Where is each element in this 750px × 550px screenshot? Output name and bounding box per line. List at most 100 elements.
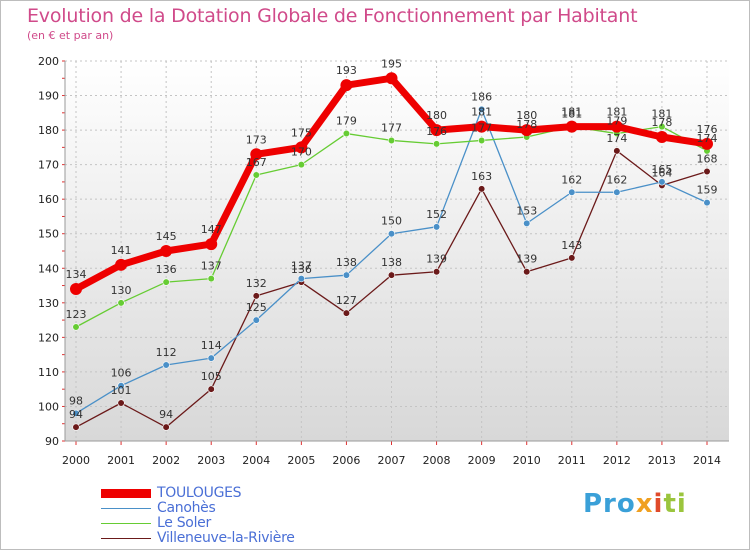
data-point xyxy=(432,223,441,231)
data-label: 175 xyxy=(291,126,312,139)
data-label: 138 xyxy=(336,256,357,269)
data-point xyxy=(117,399,125,407)
data-label: 136 xyxy=(291,263,312,276)
series-le-soler xyxy=(72,123,711,331)
y-tick-label: 150 xyxy=(38,228,59,241)
data-label: 170 xyxy=(291,146,312,159)
data-point xyxy=(115,258,128,271)
data-point xyxy=(658,178,666,186)
data-label: 123 xyxy=(66,308,87,321)
x-tick-label: 2012 xyxy=(603,454,631,467)
y-tick-label: 90 xyxy=(45,435,59,448)
data-label: 94 xyxy=(69,408,83,421)
data-point xyxy=(162,361,170,369)
data-point xyxy=(658,123,666,131)
data-label: 138 xyxy=(381,256,402,269)
data-label: 163 xyxy=(471,170,492,183)
data-label: 114 xyxy=(201,339,222,352)
data-label: 174 xyxy=(697,132,718,145)
data-point xyxy=(478,105,486,113)
legend-swatch-le-soler xyxy=(101,523,151,524)
data-point xyxy=(342,271,351,279)
data-label: 141 xyxy=(111,244,132,257)
data-point xyxy=(70,283,82,295)
legend-label: Villeneuve-la-Rivière xyxy=(157,530,295,546)
data-label: 106 xyxy=(111,367,132,380)
data-point xyxy=(387,136,396,145)
logo-part: x xyxy=(635,489,654,519)
x-tick-label: 2011 xyxy=(558,454,586,467)
data-label: 112 xyxy=(156,346,177,359)
data-label: 137 xyxy=(291,260,312,273)
data-point xyxy=(387,271,396,279)
data-point xyxy=(568,254,576,262)
data-label: 136 xyxy=(156,263,177,276)
logo-part: i xyxy=(653,489,664,519)
y-tick-label: 100 xyxy=(38,400,59,413)
data-label: 159 xyxy=(697,184,718,197)
proxiti-logo[interactable]: Proxiti xyxy=(583,489,687,519)
y-tick-label: 130 xyxy=(38,297,59,310)
y-tick-label: 110 xyxy=(38,366,59,379)
data-label: 181 xyxy=(561,106,582,119)
data-label: 105 xyxy=(201,370,222,383)
data-label: 164 xyxy=(651,166,672,179)
data-label: 143 xyxy=(561,239,582,252)
data-point xyxy=(565,120,578,133)
data-point xyxy=(162,423,170,431)
data-label: 162 xyxy=(606,173,627,186)
data-label: 145 xyxy=(156,230,177,243)
data-point xyxy=(385,72,398,85)
data-point xyxy=(342,309,351,317)
data-label: 152 xyxy=(426,208,447,221)
data-point xyxy=(523,219,531,227)
data-point xyxy=(252,316,260,324)
data-point xyxy=(340,79,353,92)
data-point xyxy=(478,185,486,193)
data-label: 179 xyxy=(336,115,357,128)
chart-subtitle: (en € et par an) xyxy=(27,29,114,42)
data-point xyxy=(520,124,533,137)
data-point xyxy=(252,171,260,179)
series-villeneuve-la-riviere xyxy=(72,147,711,431)
data-point xyxy=(162,278,170,286)
data-label: 167 xyxy=(246,156,267,169)
data-label: 125 xyxy=(246,301,267,314)
data-point xyxy=(387,230,396,238)
data-point xyxy=(117,382,125,390)
data-label: 195 xyxy=(381,57,402,70)
data-label: 180 xyxy=(426,109,447,122)
data-point xyxy=(432,140,441,148)
series-toulouges xyxy=(70,72,713,295)
data-label: 178 xyxy=(651,116,672,129)
data-point xyxy=(72,409,80,417)
y-tick-label: 140 xyxy=(38,262,59,275)
y-tick-label: 200 xyxy=(38,55,59,68)
data-point xyxy=(72,323,80,331)
data-point xyxy=(252,292,260,300)
series xyxy=(70,72,713,431)
data-point xyxy=(72,423,80,431)
x-tick-label: 2001 xyxy=(107,454,135,467)
data-point xyxy=(117,299,125,307)
data-label: 139 xyxy=(426,253,447,266)
data-label: 147 xyxy=(201,223,222,236)
data-point xyxy=(160,245,173,257)
legend-swatch-villeneuve xyxy=(101,538,151,539)
data-label: 177 xyxy=(471,121,492,134)
data-label: 127 xyxy=(336,294,357,307)
data-point xyxy=(655,131,668,143)
data-point xyxy=(568,188,576,196)
data-point xyxy=(703,167,711,176)
data-point xyxy=(205,238,218,251)
data-label: 181 xyxy=(606,106,627,119)
x-tick-label: 2006 xyxy=(332,454,360,467)
data-point xyxy=(295,141,308,154)
data-label: 181 xyxy=(471,106,492,119)
data-label: 177 xyxy=(381,121,402,134)
legend-label: TOULOUGES xyxy=(157,485,242,501)
y-tick-label: 180 xyxy=(38,124,59,137)
data-point xyxy=(613,147,621,155)
data-point xyxy=(703,199,711,207)
